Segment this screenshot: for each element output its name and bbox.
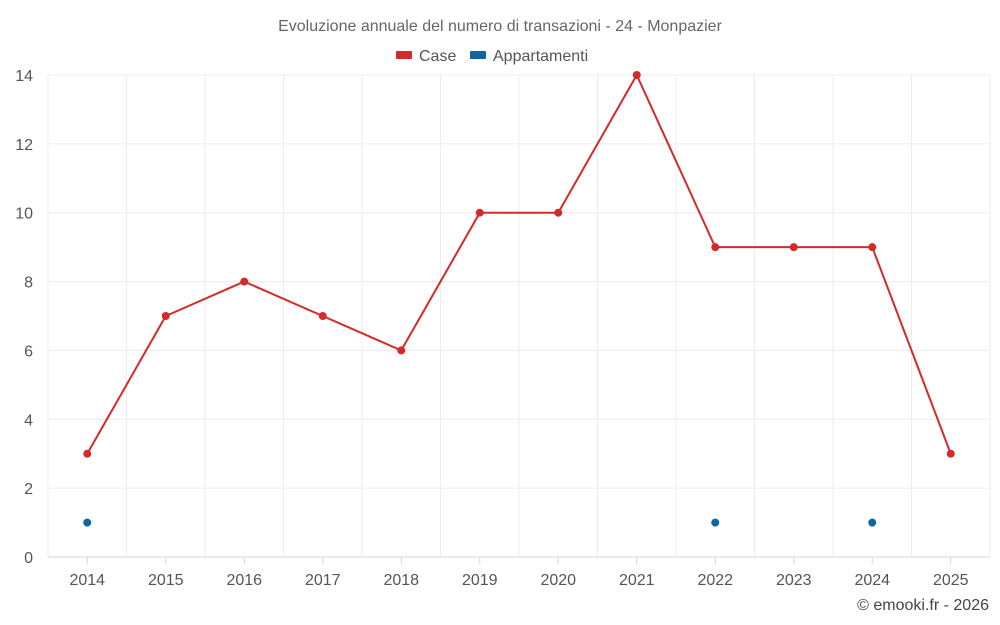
data-point-case-2020[interactable] (554, 208, 563, 217)
data-point-case-2021[interactable] (632, 71, 641, 79)
y-tick-label: 2 (24, 481, 33, 498)
x-tick-label: 2016 (226, 572, 262, 589)
series (83, 71, 955, 527)
legend-item-case[interactable]: Case (396, 48, 456, 65)
data-point-case-2014[interactable] (83, 449, 92, 458)
y-tick-label: 14 (15, 68, 33, 85)
series-line-case (86, 74, 952, 455)
y-tick-label: 8 (24, 275, 33, 292)
x-tick-label: 2014 (69, 572, 105, 589)
legend-label-case: Case (419, 48, 456, 65)
x-tick-label: 2024 (854, 572, 890, 589)
data-point-case-2025[interactable] (946, 449, 955, 458)
legend-swatch-appartamenti (470, 51, 486, 59)
gridlines (47, 74, 991, 557)
x-tick-label: 2021 (619, 572, 655, 589)
data-point-case-2023[interactable] (789, 243, 798, 252)
data-point-case-2022[interactable] (711, 243, 720, 252)
data-point-case-2016[interactable] (240, 277, 249, 286)
y-tick-label: 4 (24, 412, 33, 429)
series-appartamenti (83, 518, 877, 527)
x-tick-label: 2018 (383, 572, 419, 589)
chart-title: Evoluzione annuale del numero di transaz… (278, 18, 722, 35)
x-tick-label: 2025 (933, 572, 969, 589)
x-tick-label: 2019 (462, 572, 498, 589)
axes: 0 2 4 6 8 10 12 14 2014 2015 2016 2017 2018 2019 2020 2… (15, 68, 990, 589)
x-tick-label: 2020 (540, 572, 576, 589)
y-tick-label: 10 (15, 206, 33, 223)
data-point-appartamenti-2022[interactable] (711, 518, 720, 527)
data-point-case-2017[interactable] (318, 312, 327, 320)
x-tick-label: 2015 (148, 572, 184, 589)
legend-label-appartamenti: Appartamenti (493, 48, 588, 65)
legend-item-appartamenti[interactable]: Appartamenti (470, 48, 588, 65)
data-point-case-2024[interactable] (868, 243, 877, 252)
x-tick-label: 2022 (697, 572, 733, 589)
data-point-case-2019[interactable] (475, 208, 484, 217)
data-point-appartamenti-2014[interactable] (83, 518, 92, 527)
y-tick-label: 12 (15, 137, 33, 154)
series-case (83, 71, 955, 458)
credit-text: © emooki.fr - 2026 (857, 597, 989, 614)
data-point-case-2015[interactable] (161, 312, 170, 320)
data-point-appartamenti-2024[interactable] (868, 518, 877, 527)
data-point-case-2018[interactable] (397, 346, 406, 355)
x-tick-label: 2017 (305, 572, 341, 589)
legend: Case Appartamenti (396, 48, 588, 65)
x-tick-label: 2023 (776, 572, 812, 589)
y-tick-label: 0 (24, 550, 33, 567)
y-tick-label: 6 (24, 343, 33, 360)
legend-swatch-case (396, 51, 412, 59)
